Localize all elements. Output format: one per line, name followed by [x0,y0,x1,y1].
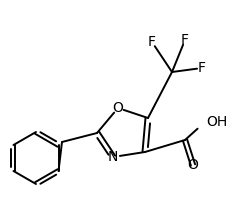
Text: O: O [187,158,198,172]
Text: F: F [181,33,189,47]
Text: N: N [108,150,118,164]
Text: F: F [148,35,156,49]
Text: F: F [198,61,206,75]
Text: OH: OH [206,115,227,129]
Text: O: O [113,101,123,115]
